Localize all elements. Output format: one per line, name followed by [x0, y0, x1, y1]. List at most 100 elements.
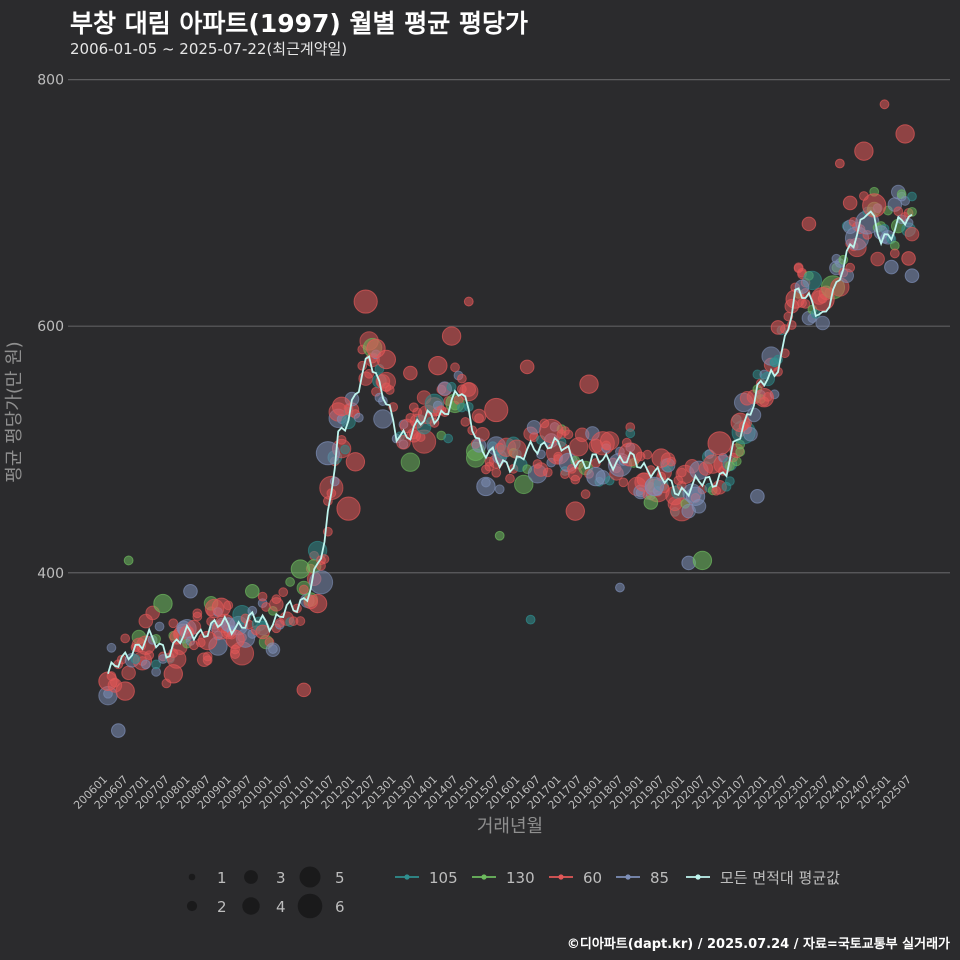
point-60-cloud [278, 587, 289, 598]
point-60-cloud [450, 362, 460, 373]
series-legend-dot-s85 [625, 874, 631, 880]
point-60-62 [901, 251, 916, 266]
point-60-cloud [459, 381, 479, 402]
average-line [107, 210, 913, 675]
series-legend-label-s105: 105 [429, 869, 458, 887]
point-60-cloud [396, 435, 411, 450]
point-60-cloud [257, 591, 268, 602]
point-85-cloud [265, 642, 281, 657]
point-130-43 [692, 550, 713, 571]
point-130-39 [643, 495, 659, 510]
point-60-21 [353, 289, 378, 314]
point-130-cloud [285, 577, 296, 587]
point-60-54 [834, 158, 845, 169]
y-tick-label-800: 800 [37, 73, 64, 89]
size-legend-label-6: 6 [335, 898, 345, 916]
point-60-cloud [120, 633, 131, 644]
point-60-49 [770, 320, 786, 335]
point-85-cloud [373, 409, 393, 429]
point-60-15 [296, 682, 312, 698]
point-85-cloud [140, 659, 151, 670]
point-130-14 [290, 559, 311, 579]
point-60-46 [730, 412, 750, 433]
point-60-cloud [870, 251, 885, 267]
size-legend-marker-6 [297, 893, 323, 919]
point-60-24 [403, 365, 418, 381]
size-legend-label-1: 1 [217, 869, 227, 887]
point-60-12 [225, 629, 245, 650]
point-60-cloud [599, 431, 620, 451]
point-85-28 [476, 476, 496, 497]
point-60-cloud [295, 616, 306, 626]
point-60-cloud [192, 608, 203, 619]
point-60-58 [879, 99, 890, 110]
point-105-4 [130, 654, 141, 664]
point-60-34 [565, 501, 585, 521]
point-85-cloud [106, 642, 117, 653]
point-105-cloud [446, 381, 457, 392]
x-axis-title: 거래년월 [477, 816, 543, 837]
series-legend-dot-s130 [481, 874, 487, 880]
size-legend-label-3: 3 [276, 869, 286, 887]
point-85-cloud [900, 196, 911, 206]
point-85-cloud [247, 605, 258, 616]
point-85-17 [315, 441, 340, 466]
point-85-1 [111, 723, 126, 738]
chart-canvas: 4006008002006012006072007012007072008012… [4, 73, 950, 919]
point-60-52 [801, 216, 817, 232]
point-60-cloud [580, 489, 591, 500]
series-legend-label-s85: 85 [650, 869, 669, 887]
size-legend-label-4: 4 [276, 898, 286, 916]
point-60-48 [754, 388, 774, 408]
point-60-cloud [121, 665, 136, 681]
point-60-60 [895, 124, 915, 144]
point-130-cloud [514, 474, 534, 495]
point-105-cloud [340, 444, 350, 455]
point-60-cloud [491, 467, 502, 478]
point-105-cloud [151, 659, 162, 670]
point-60-35 [579, 374, 599, 394]
point-60-29 [484, 397, 509, 423]
point-85-cloud [154, 621, 165, 632]
point-60-20 [345, 452, 366, 472]
size-legend-marker-5 [299, 866, 321, 888]
point-60-23 [376, 349, 397, 370]
point-60-cloud [384, 385, 395, 395]
point-60-18 [331, 396, 352, 417]
point-60-cloud [474, 413, 484, 424]
series-legend-label-s60: 60 [583, 869, 602, 887]
series-legend-dot-s105 [404, 874, 410, 880]
point-60-2 [115, 681, 135, 701]
point-60-16 [307, 593, 328, 614]
point-60-cloud [904, 226, 920, 242]
point-60-cloud [642, 449, 653, 460]
size-legend-marker-2 [186, 900, 198, 912]
point-105-32 [525, 614, 536, 625]
point-85-36 [586, 466, 606, 487]
point-85-47 [750, 489, 765, 504]
point-105-cloud [625, 428, 636, 439]
series-legend-dot-avg [695, 874, 701, 880]
point-85-7 [183, 583, 198, 599]
point-60-cloud [144, 650, 155, 661]
point-60-cloud [460, 417, 471, 427]
chart-subtitle: 2006-01-05 ~ 2025-07-22(최근계약일) [70, 40, 348, 58]
point-60-55 [842, 195, 858, 211]
point-60-cloud [168, 618, 179, 629]
size-legend-marker-3 [244, 870, 258, 884]
point-85-cloud [815, 315, 830, 331]
point-60-41 [651, 448, 671, 468]
point-130-cloud [400, 452, 421, 472]
chart-title: 부창 대림 아파트(1997) 월별 평균 평당가 [70, 9, 528, 38]
point-60-27 [463, 296, 474, 307]
source-footer: ©디아파트(dapt.kr) / 2025.07.24 / 자료=국토교통부 실… [566, 937, 950, 952]
series-legend-dot-s60 [558, 874, 564, 880]
size-legend-marker-1 [188, 873, 196, 881]
size-legend-label-5: 5 [335, 869, 345, 887]
point-60-26 [441, 326, 462, 346]
point-60-56 [854, 141, 874, 161]
point-85-cloud [353, 412, 364, 423]
points-layer [98, 99, 920, 738]
average-line-layer [107, 210, 913, 675]
point-60-31 [519, 359, 535, 375]
